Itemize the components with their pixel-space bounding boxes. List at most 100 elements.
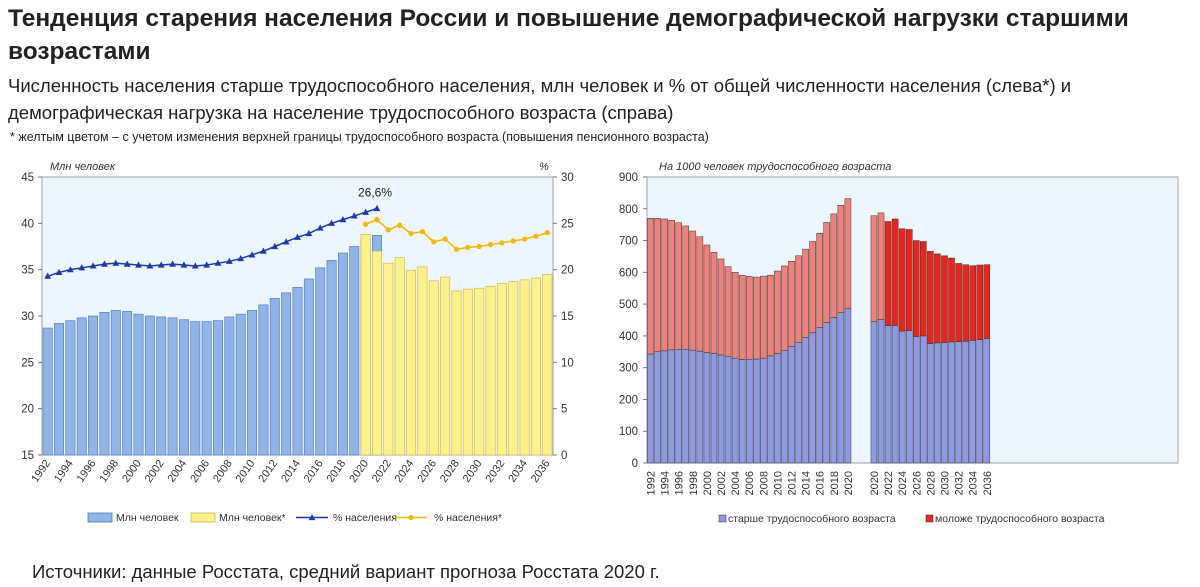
bar--2032 <box>496 283 507 456</box>
bar--2006 <box>201 321 212 456</box>
bar-younger-f2029 <box>934 253 941 344</box>
x-tick-2006: 2006 <box>188 458 212 485</box>
bar-younger-f2020 <box>870 215 878 322</box>
bar--2025 <box>417 266 428 456</box>
bar-older-h2012 <box>788 346 795 464</box>
bar-younger-h2019 <box>837 205 845 313</box>
bar-younger-h2006 <box>745 276 753 360</box>
legend-mln-swatch <box>87 512 113 523</box>
marker-percent-star-2022 <box>385 227 391 233</box>
x-tick-2016: 2016 <box>302 458 326 485</box>
bar--2011 <box>258 304 269 456</box>
x-tick-2014: 2014 <box>279 458 303 485</box>
marker-percent-2006 <box>203 261 211 268</box>
bar--1995 <box>76 317 87 456</box>
bar--2016 <box>315 267 326 456</box>
marker-percent-1992 <box>44 272 52 279</box>
x-tick-f-2028: 2028 <box>925 471 937 495</box>
x-tick-2008: 2008 <box>211 458 235 485</box>
bar-younger-h1992 <box>647 218 654 355</box>
bar-older-f2020 <box>870 321 878 464</box>
marker-percent-2015 <box>305 229 313 237</box>
y-tick: 900 <box>619 172 638 184</box>
bar-younger-h2009 <box>767 274 774 357</box>
bar-younger-f2021 <box>877 212 885 320</box>
bar-older-h2016 <box>816 327 824 464</box>
marker-percent-star-2026 <box>431 239 437 245</box>
x-tick-f-2036: 2036 <box>982 471 994 495</box>
marker-percent-2002 <box>157 261 165 268</box>
x-tick-h-2020: 2020 <box>843 471 855 495</box>
x-tick-2000: 2000 <box>120 458 144 485</box>
bar-younger-h2005 <box>738 274 746 360</box>
x-tick-2036: 2036 <box>529 458 553 485</box>
bar-older-f2023 <box>891 325 899 464</box>
x-tick-2026: 2026 <box>415 458 439 485</box>
bar-younger-h1997 <box>682 225 690 350</box>
page-subtitle: Численность населения старше трудоспособ… <box>8 75 1072 123</box>
y-tick-left: 20 <box>21 404 34 416</box>
bar-younger-h2001 <box>710 252 718 354</box>
marker-percent-star-2029 <box>465 244 471 251</box>
bar-older-h2017 <box>823 322 831 464</box>
source-note: Источники: данные Росстата, средний вари… <box>32 561 660 582</box>
bar-older-h2010 <box>774 353 781 464</box>
bar--1999 <box>122 311 133 456</box>
bar-younger-h2018 <box>830 213 838 318</box>
bar-older-h1996 <box>675 348 683 464</box>
right-chart: На 1000 человек трудоспособного возраста… <box>619 161 1179 525</box>
bar--1993 <box>54 323 64 456</box>
legend-percent-label: % населения <box>333 512 397 524</box>
marker-percent-star-2023 <box>397 222 403 228</box>
bar-older-f2027 <box>920 335 927 464</box>
bar--2033 <box>508 281 519 456</box>
x-tick-1996: 1996 <box>75 458 99 485</box>
bar--2010 <box>247 310 258 456</box>
marker-percent-2000 <box>135 261 142 268</box>
marker-percent-2011 <box>260 247 267 254</box>
x-tick-h-2018: 2018 <box>829 471 841 495</box>
bar-younger-h2003 <box>724 266 732 357</box>
bar-younger-f2023 <box>891 218 899 326</box>
marker-percent-1998 <box>112 259 120 266</box>
x-tick-h-2002: 2002 <box>716 471 728 495</box>
bar--2034 <box>519 279 530 456</box>
bar-younger-h1993 <box>654 218 661 353</box>
bar--2007 <box>213 320 223 456</box>
marker-percent-2012 <box>271 242 279 250</box>
bar--2009 <box>235 313 246 456</box>
bar--2021 <box>372 250 382 456</box>
marker-percent-star-2034 <box>522 236 528 242</box>
bar-older-f2033 <box>962 341 969 464</box>
x-tick-2024: 2024 <box>393 458 417 485</box>
bar-older-h2005 <box>738 359 746 464</box>
bar-younger-f2031 <box>948 257 955 343</box>
marker-percent-2005 <box>191 262 199 269</box>
y-tick-left: 35 <box>21 265 34 277</box>
bar-younger-h1996 <box>675 222 683 350</box>
bar-younger-h2011 <box>781 265 788 351</box>
bar-older-f2035 <box>976 339 984 464</box>
y-tick: 800 <box>619 204 638 216</box>
marker-percent-star-2024 <box>408 230 414 237</box>
y-tick: 100 <box>619 426 638 438</box>
bar--2024 <box>406 270 417 456</box>
x-tick-2012: 2012 <box>256 458 280 485</box>
bar--2028 <box>451 290 462 456</box>
bar-older-f2031 <box>948 341 955 464</box>
marker-percent-2013 <box>282 238 290 245</box>
bar-older-f2026 <box>912 336 920 464</box>
x-tick-2032: 2032 <box>483 458 507 485</box>
bar--2012 <box>269 298 280 456</box>
x-tick-1998: 1998 <box>97 458 121 485</box>
marker-percent-2001 <box>146 262 154 269</box>
bar-older-f2036 <box>983 338 991 464</box>
y-tick-left: 15 <box>21 450 34 462</box>
bar-older-f2024 <box>898 330 906 464</box>
x-tick-f-2024: 2024 <box>897 471 909 495</box>
bar-older-h2008 <box>760 357 767 464</box>
marker-percent-2009 <box>237 254 245 262</box>
bar-younger-h2010 <box>774 270 781 354</box>
x-tick-h-2008: 2008 <box>758 471 770 495</box>
bar-younger-h2014 <box>802 248 809 338</box>
